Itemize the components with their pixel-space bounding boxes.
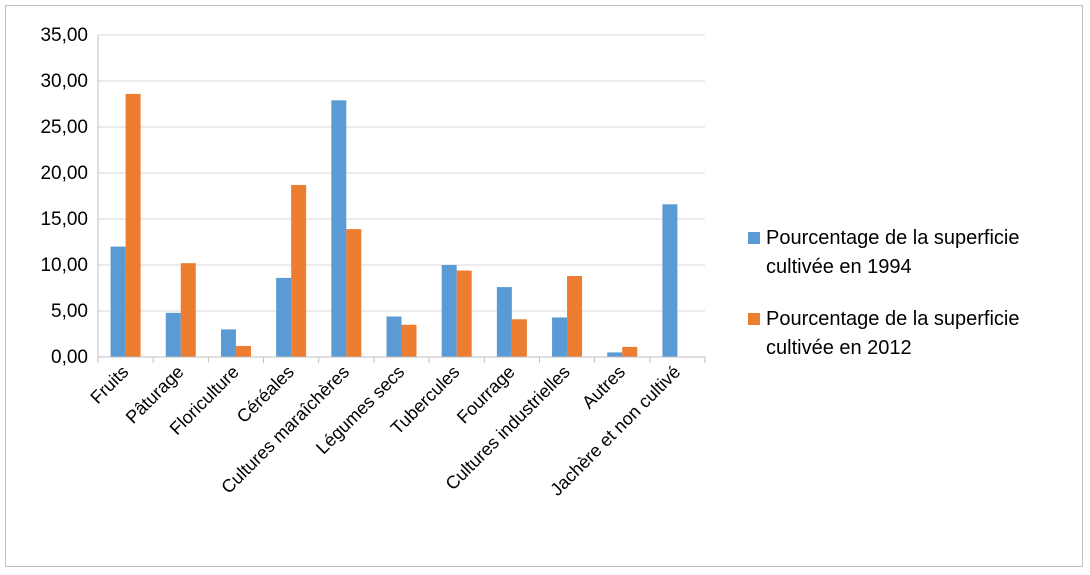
y-tick-label: 25,00: [40, 117, 88, 138]
bar-series-2: [125, 93, 141, 357]
y-tick-label: 15,00: [40, 209, 88, 230]
bar-series-2: [456, 270, 472, 357]
legend: Pourcentage de la superficie cultivée en …: [748, 227, 1020, 359]
bar-series-1: [165, 312, 181, 357]
x-category-labels: FruitsPâturageFloricultureCéréalesCultur…: [86, 362, 684, 500]
bar-series-2: [235, 345, 251, 357]
legend-label-1: Pourcentage de la superficie: [766, 227, 1020, 249]
bar-series-2: [346, 229, 362, 357]
bar-series-1: [220, 329, 236, 357]
grid-lines: [98, 34, 705, 312]
bar-series-1: [276, 277, 292, 357]
bars: [110, 93, 678, 357]
bar-series-1: [607, 352, 623, 357]
bar-series-1: [110, 246, 126, 357]
bar-series-1: [496, 287, 512, 357]
axes: [97, 35, 706, 363]
y-tick-label: 5,00: [51, 301, 88, 322]
legend-swatch-1: [748, 232, 760, 244]
legend-label-2: cultivée en 2012: [766, 337, 912, 359]
bar-series-2: [401, 324, 417, 357]
y-tick-labels: 0,00 5,00 10,00 15,00 20,00 25,00 30,00 35,00: [40, 25, 88, 368]
bar-series-2: [567, 276, 583, 357]
bar-series-2: [511, 319, 527, 357]
bar-series-1: [386, 316, 402, 357]
legend-swatch-2: [748, 313, 760, 325]
bar-series-2: [180, 263, 196, 357]
y-tick-label: 30,00: [40, 71, 88, 92]
x-category-label: Autres: [578, 362, 629, 413]
bar-series-2: [291, 184, 307, 357]
legend-label-2: Pourcentage de la superficie: [766, 308, 1020, 330]
y-tick-label: 35,00: [40, 25, 88, 46]
bar-series-1: [331, 100, 347, 357]
bar-series-2: [622, 346, 638, 357]
y-tick-label: 0,00: [51, 347, 88, 368]
bar-series-1: [441, 265, 457, 357]
x-category-label: Fruits: [86, 362, 132, 408]
bar-series-1: [552, 317, 568, 357]
legend-label-1: cultivée en 1994: [766, 256, 912, 278]
y-tick-label: 10,00: [40, 255, 88, 276]
y-tick-label: 20,00: [40, 163, 88, 184]
bar-series-1: [662, 204, 678, 357]
